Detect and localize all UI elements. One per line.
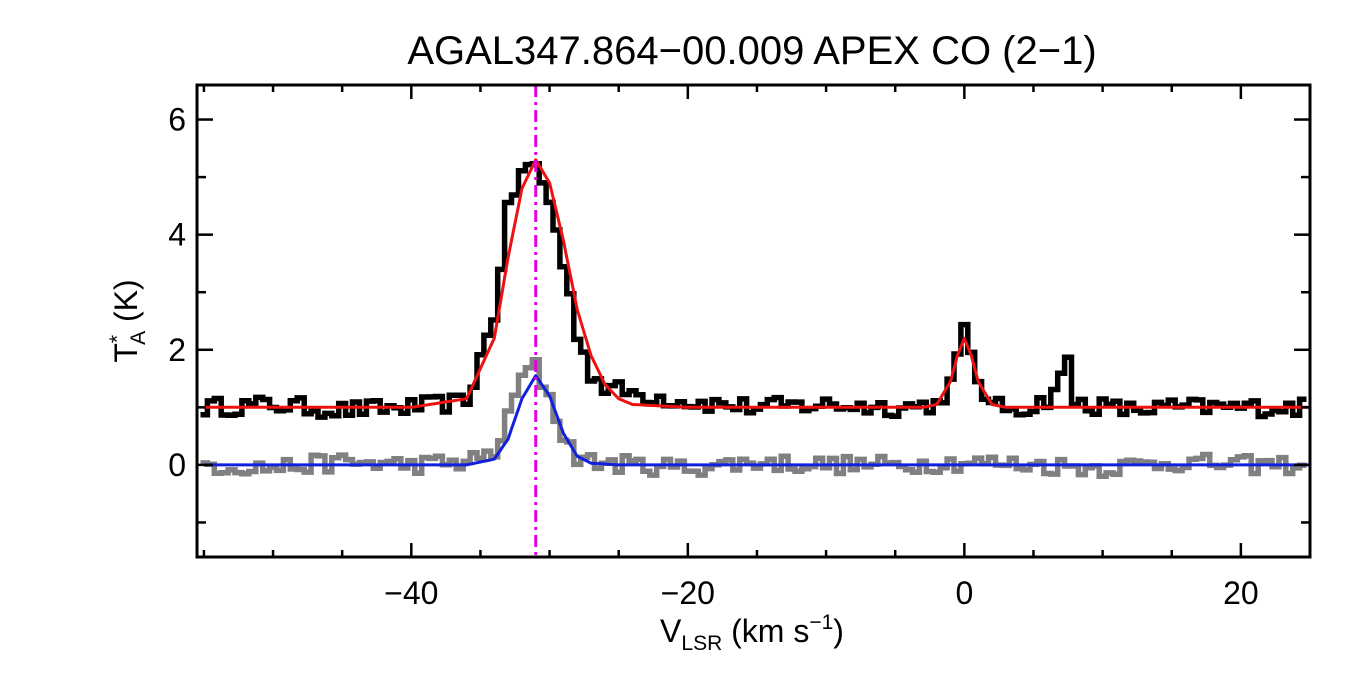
spectrum-series-2 — [200, 357, 1307, 480]
x-tick-label: −20 — [661, 575, 715, 611]
y-tick-label: 2 — [168, 332, 186, 368]
plot-content — [200, 85, 1310, 557]
x-tick-label: −40 — [384, 575, 438, 611]
axis-ticks: −40 −20 0 20 0 2 4 6 — [168, 85, 1312, 611]
x-axis-label: VLSR (km s−1) — [660, 611, 844, 655]
y-tick-label: 0 — [168, 447, 186, 483]
fit-series-3 — [203, 374, 1310, 467]
plot-frame — [195, 83, 1312, 559]
y-axis-label: T*A (K) — [106, 279, 150, 362]
chart-title: AGAL347.864−00.009 APEX CO (2−1) — [407, 29, 1096, 73]
fit-series-1 — [203, 158, 1310, 409]
y-tick-label: 6 — [168, 102, 186, 138]
spectrum-series-0 — [200, 160, 1307, 420]
y-tick-label: 4 — [168, 217, 186, 253]
x-tick-label: 20 — [1223, 575, 1259, 611]
x-tick-label: 0 — [955, 575, 973, 611]
